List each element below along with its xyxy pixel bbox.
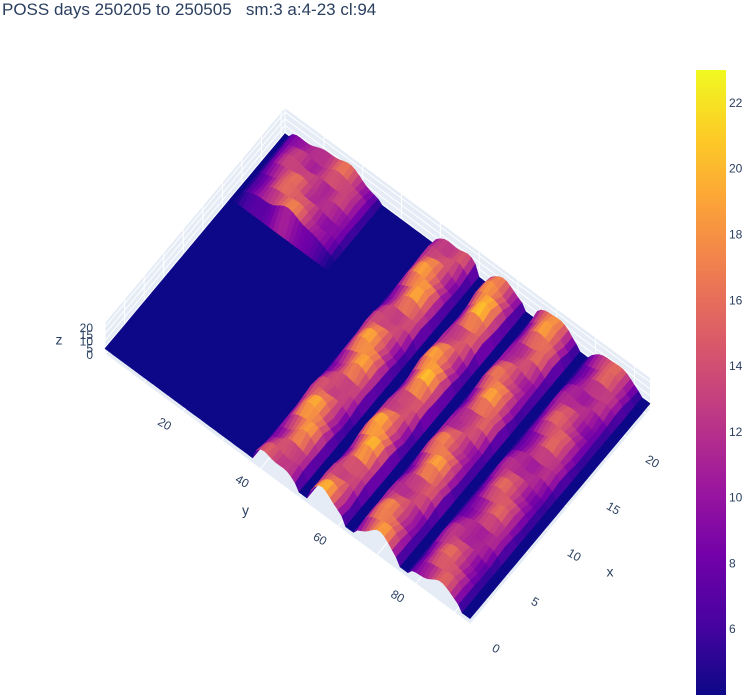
colorbar-tick-label: 22 [729,96,743,110]
colorbar-tick-label: 10 [729,491,743,505]
y-tick-label: 20 [155,415,174,434]
colorbar-tick-label: 6 [729,622,736,636]
z-tick-label: 5 [86,341,93,355]
z-tick-label: 0 [86,348,93,362]
colorbar-tick-label: 12 [729,425,743,439]
y-axis-label: y [242,502,249,518]
x-tick-label: 10 [565,546,584,565]
colorbar-tick-label: 8 [729,556,736,570]
surface-cell [465,605,479,620]
colorbar-tick-label: 18 [729,227,743,241]
colorbar-ticks: 6 8 10 12 14 16 18 20 22 [729,96,743,636]
z-tick-label: 20 [80,321,94,335]
x-tick-label: 15 [604,499,623,518]
z-axis-label: z [56,332,63,348]
colorbar-tick-label: 14 [729,359,743,373]
y-tick-label: 80 [388,587,407,606]
chart-title: POSS days 250205 to 250505 sm:3 a:4-23 c… [2,0,377,19]
x-axis-label: x [607,564,614,580]
surface[interactable] [104,133,651,620]
colorbar-tick-label: 20 [729,162,743,176]
colorbar-gradient [696,70,726,695]
x-tick-label: 20 [643,452,662,471]
z-tick-label: 15 [80,328,94,342]
colorbar-tick-label: 16 [729,293,743,307]
z-tick-label: 10 [80,335,94,349]
y-tick-label: 60 [311,529,330,548]
y-tick-label: 40 [233,472,252,491]
